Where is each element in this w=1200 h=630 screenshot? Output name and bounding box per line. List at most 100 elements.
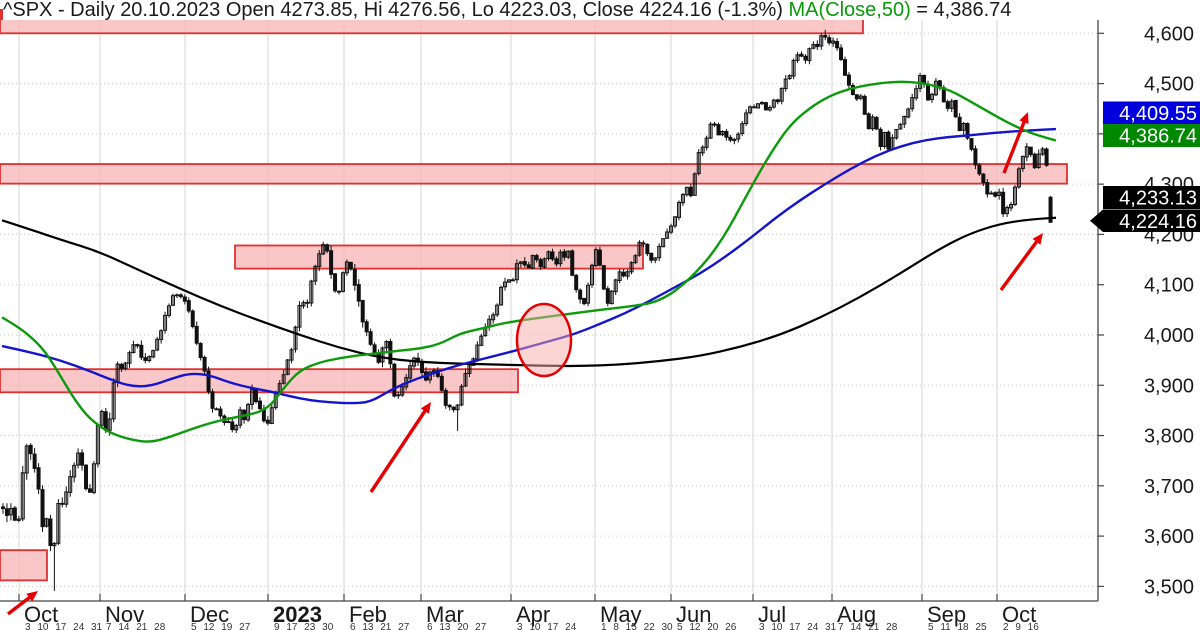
x-axis-label-2023: 2023 (273, 602, 322, 627)
candle-body (633, 255, 638, 264)
candle-body (926, 83, 931, 101)
candle-body (811, 44, 816, 49)
candle-body (170, 295, 175, 306)
ma50-legend-label: MA(Close,50) (788, 0, 911, 20)
day-numbers-2023: 9 17 23 30 (274, 622, 334, 630)
y-axis-label-3800: 3,800 (1144, 426, 1194, 448)
candle-body (44, 518, 49, 527)
candle-body (815, 43, 820, 48)
candle-body (56, 503, 61, 544)
candle-body (898, 123, 903, 130)
candle-body (799, 53, 804, 57)
candle-body (119, 363, 124, 369)
candle-body (420, 361, 425, 374)
candle-body (949, 100, 954, 109)
candle-body (645, 243, 650, 255)
candle-body (285, 359, 290, 375)
candle-body (380, 347, 385, 363)
candle-body (862, 95, 867, 115)
candle-body (8, 507, 13, 516)
candle-body (534, 255, 539, 261)
candle-body (653, 257, 658, 261)
candle-body (214, 408, 219, 411)
candle-body (499, 286, 504, 306)
candle-body (846, 74, 851, 86)
candle-body (736, 133, 741, 140)
candle-body (135, 344, 140, 347)
day-numbers-Jun: 5 12 20 26 (677, 622, 737, 630)
day-numbers-Mar: 6 13 20 27 (427, 622, 487, 630)
candle-body (945, 101, 950, 109)
candle-body (842, 59, 847, 76)
x-axis-label-Oct: Oct (24, 602, 58, 627)
candle-body (759, 102, 764, 105)
arrow-march-low-head (420, 402, 431, 414)
candle-body (929, 93, 934, 101)
candle-body (510, 279, 515, 282)
resistance-zone-4300 (0, 163, 1068, 185)
candle-body (589, 264, 594, 286)
candle-body (297, 304, 302, 328)
candle-body (724, 130, 729, 138)
candle-body (1028, 146, 1033, 156)
candle-body (977, 164, 982, 175)
candle-body (839, 47, 844, 60)
candle-body (408, 365, 413, 379)
day-numbers-Aug: 7 14 21 28 (838, 622, 898, 630)
candle-body (586, 284, 591, 304)
candle-body (1005, 207, 1010, 215)
candle-body (182, 296, 187, 302)
candle-body (878, 128, 883, 148)
candle-body (601, 265, 606, 290)
candle-body (431, 370, 436, 373)
candle-body (321, 244, 326, 255)
candle-body (688, 186, 693, 197)
x-axis-label-Dec: Dec (190, 602, 229, 627)
candle-body (103, 411, 108, 431)
candle-body (1032, 153, 1037, 169)
candle-body (400, 386, 405, 396)
day-numbers-Jul: 3 10 17 24 31 (759, 622, 837, 630)
candle-body (198, 343, 203, 358)
candle-body (669, 225, 674, 233)
candle-body (973, 148, 978, 166)
candle-body (700, 146, 705, 154)
candle-body (522, 261, 527, 266)
candle-body (562, 251, 567, 258)
day-numbers-Sep: 5 11 18 25 (928, 622, 987, 630)
candle-body (289, 349, 294, 361)
candle-body (372, 344, 377, 355)
candle-body (356, 284, 361, 302)
candle-body (269, 407, 274, 424)
candle-body (933, 80, 938, 96)
candle-body (870, 116, 875, 130)
candle-body (99, 410, 104, 426)
ma50-value-tag-box (1103, 124, 1200, 147)
day-numbers-Nov: 7 14 21 28 (106, 622, 166, 630)
candle-body (676, 202, 681, 218)
candle-body (665, 231, 670, 239)
candle-body (1020, 155, 1025, 170)
candle-body (807, 48, 812, 62)
x-axis-label-Mar: Mar (426, 602, 464, 627)
candle-body (317, 253, 322, 267)
candle-body (305, 301, 310, 304)
x-axis-label-Nov: Nov (105, 602, 144, 627)
ma100-value-tag-box (1103, 101, 1200, 124)
candle-body (463, 372, 468, 387)
candle-body (744, 112, 749, 125)
candle-body (558, 251, 563, 265)
candle-body (329, 250, 334, 275)
candle-body (641, 242, 646, 245)
candle-body (76, 452, 81, 466)
candle-body (997, 191, 1002, 196)
candle-body (206, 370, 211, 393)
candle-body (281, 374, 286, 384)
candle-body (597, 249, 602, 266)
candle-body (111, 382, 116, 420)
candle-body (578, 289, 583, 300)
arrow-march-low (369, 406, 430, 493)
candle-body (396, 394, 401, 397)
candle-body (174, 294, 179, 297)
price-zones (0, 15, 1068, 582)
